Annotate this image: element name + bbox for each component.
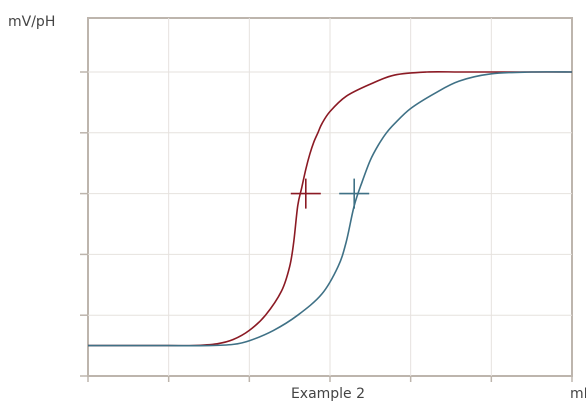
grid-layer [88, 18, 572, 376]
tick-layer [80, 71, 573, 382]
marker-layer [290, 178, 370, 209]
x-axis-label: mL [570, 386, 586, 402]
chart-caption: Example 2 [291, 386, 365, 402]
series-line-0 [87, 70, 572, 347]
y-axis-label: mV/pH [8, 14, 55, 30]
